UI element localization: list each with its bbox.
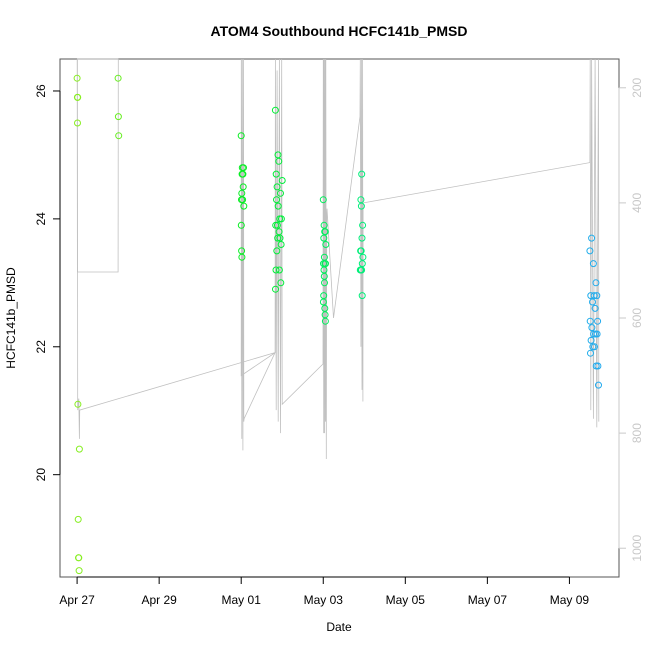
data-point <box>75 445 83 453</box>
data-point <box>592 279 600 287</box>
x-axis-label: Date <box>326 620 352 634</box>
y-tick-label: 20 <box>34 468 48 482</box>
altitude-trace-line <box>76 58 600 460</box>
data-point <box>589 298 596 306</box>
data-point <box>357 247 365 255</box>
data-point <box>277 241 285 248</box>
y2-axis: 200 400 600 800 1000 <box>618 77 644 562</box>
data-point <box>319 196 327 204</box>
data-point <box>589 260 597 268</box>
data-point <box>587 336 595 344</box>
data-point <box>277 189 284 197</box>
x-tick-label: May 05 <box>386 593 426 607</box>
data-point <box>321 228 329 236</box>
data-point <box>75 567 83 575</box>
data-point <box>274 234 282 242</box>
data-point <box>276 234 284 242</box>
data-point <box>74 400 82 408</box>
y2-tick-label: 400 <box>630 193 644 213</box>
y2-tick-label: 800 <box>630 423 644 443</box>
data-point <box>357 202 365 210</box>
data-point <box>358 170 366 178</box>
data-point <box>594 362 602 370</box>
data-point <box>115 132 123 140</box>
y-axis: 20 22 24 26 <box>34 84 61 482</box>
y2-tick-label: 1000 <box>630 535 644 562</box>
data-point <box>277 215 285 223</box>
y2-tick-label: 200 <box>630 77 644 97</box>
data-point <box>238 253 246 261</box>
y-tick-label: 24 <box>34 212 48 226</box>
x-tick-label: May 01 <box>222 593 262 607</box>
data-point <box>322 241 330 248</box>
data-point <box>74 93 82 101</box>
data-point <box>595 381 602 389</box>
data-point <box>319 298 327 306</box>
data-point <box>321 317 329 325</box>
data-point <box>321 279 328 287</box>
data-point <box>114 113 122 121</box>
data-point <box>277 279 285 287</box>
data-point <box>359 221 367 229</box>
data-point <box>237 221 245 229</box>
data-point <box>588 234 596 242</box>
x-tick-label: May 03 <box>304 593 344 607</box>
data-point <box>586 317 594 325</box>
data-point <box>271 106 279 114</box>
data-point <box>358 266 366 274</box>
data-point <box>278 177 286 184</box>
y2-tick-label: 600 <box>630 308 644 328</box>
y-tick-label: 26 <box>34 84 48 98</box>
data-point <box>590 292 598 300</box>
y-axis-label: HCFC141b_PMSD <box>4 267 18 369</box>
data-point <box>587 349 594 357</box>
data-point <box>358 292 366 300</box>
data-point <box>273 183 281 191</box>
data-point <box>593 292 601 300</box>
data-point <box>594 317 602 325</box>
data-point <box>586 247 594 255</box>
data-point <box>322 260 329 268</box>
data-point <box>591 343 598 351</box>
data-point <box>275 266 283 274</box>
data-point <box>320 234 328 242</box>
data-point <box>358 234 366 242</box>
x-axis: Apr 27 Apr 29 May 01 May 03 May 05 May 07 May … <box>59 576 590 607</box>
data-point <box>272 266 280 274</box>
data-point <box>272 285 279 293</box>
data-point <box>275 228 283 236</box>
data-point <box>239 170 247 178</box>
x-tick-label: May 07 <box>468 593 508 607</box>
plot-frame <box>59 58 620 578</box>
altitude-trace-layer <box>76 58 600 460</box>
data-point <box>273 196 280 204</box>
data-point <box>591 304 599 312</box>
x-tick-label: Apr 29 <box>141 593 177 607</box>
points-layer <box>73 74 602 575</box>
data-point <box>275 157 283 165</box>
x-tick-label: May 09 <box>550 593 590 607</box>
y-tick-label: 22 <box>34 340 48 354</box>
data-point <box>237 132 245 140</box>
data-point <box>273 221 281 229</box>
x-tick-label: Apr 27 <box>59 593 95 607</box>
data-point <box>74 515 82 523</box>
data-point <box>74 119 81 127</box>
data-point <box>274 202 282 210</box>
data-point <box>273 247 281 255</box>
data-point <box>593 330 601 338</box>
data-point <box>75 554 83 562</box>
data-point <box>73 74 81 82</box>
data-point <box>272 170 280 178</box>
data-point <box>588 324 596 332</box>
data-point <box>114 74 122 82</box>
data-point <box>239 183 247 191</box>
data-point <box>239 196 247 204</box>
chart-title: ATOM4 Southbound HCFC141b_PMSD <box>211 23 468 39</box>
data-point <box>240 202 248 210</box>
